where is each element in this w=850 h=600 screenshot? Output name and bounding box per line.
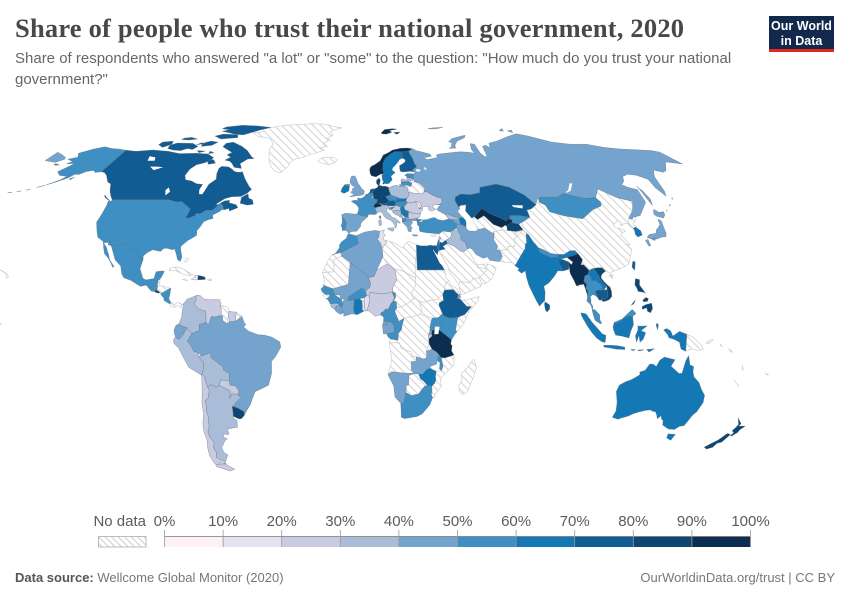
svg-text:70%: 70% (560, 513, 590, 530)
svg-text:50%: 50% (442, 513, 472, 530)
svg-text:60%: 60% (501, 513, 531, 530)
svg-text:30%: 30% (325, 513, 355, 530)
svg-text:10%: 10% (208, 513, 238, 530)
svg-text:90%: 90% (677, 513, 707, 530)
svg-text:20%: 20% (267, 513, 297, 530)
svg-text:100%: 100% (731, 513, 769, 530)
svg-text:0%: 0% (154, 513, 176, 530)
svg-text:80%: 80% (618, 513, 648, 530)
svg-text:40%: 40% (384, 513, 414, 530)
svg-text:No data: No data (93, 513, 146, 530)
